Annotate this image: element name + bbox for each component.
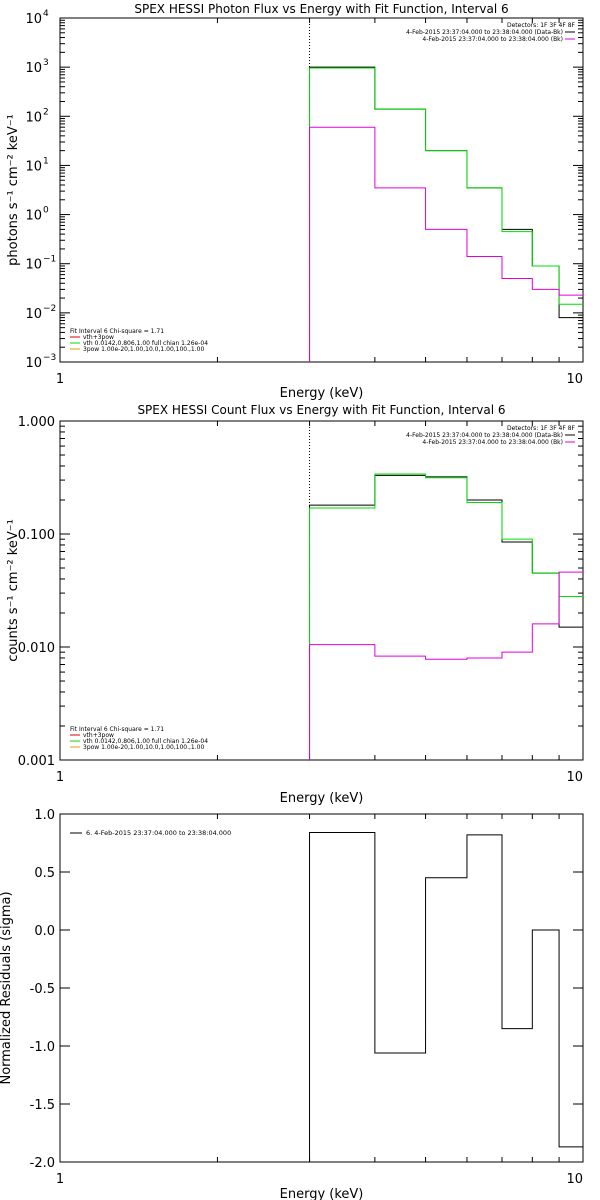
y-tick-exponent: −1 bbox=[43, 255, 56, 265]
y-tick-label: 0.0 bbox=[34, 924, 55, 939]
y-tick-exponent: −3 bbox=[43, 353, 56, 363]
legend-top: Detectors: 1F 3F 4F 8F4-Feb-2015 23:37:0… bbox=[406, 22, 575, 43]
legend-entry: 6. 4-Feb-2015 23:37:04.000 to 23:38:04.0… bbox=[86, 829, 231, 837]
y-tick-label: -0.5 bbox=[30, 982, 55, 997]
legend-header: Detectors: 1F 3F 4F 8F bbox=[507, 425, 576, 432]
x-axis-label: Energy (keV) bbox=[280, 791, 364, 806]
y-tick-base: 10 bbox=[25, 258, 42, 273]
y-tick-base: 10 bbox=[25, 209, 42, 224]
x-tick-label: 1 bbox=[56, 770, 64, 785]
legend-entry: vth 0.0142,0.806,1.00 full chian 1.26e-0… bbox=[83, 738, 208, 745]
y-tick-exponent: 3 bbox=[43, 58, 49, 68]
series-line-component bbox=[309, 126, 583, 362]
x-tick-label: 1 bbox=[56, 1172, 64, 1187]
y-tick-exponent: 0 bbox=[43, 206, 49, 216]
y-tick-label: 10 bbox=[25, 209, 42, 224]
series-data bbox=[309, 66, 583, 362]
y-tick-base: 10 bbox=[25, 356, 42, 371]
y-tick-label: 10 bbox=[25, 61, 42, 76]
y-axis-label: Normalized Residuals (sigma) bbox=[0, 891, 14, 1084]
plot-frame bbox=[59, 813, 584, 1163]
series-component bbox=[309, 126, 583, 362]
legend-entry: vth+3pow bbox=[83, 334, 114, 341]
y-tick-label: -1.5 bbox=[30, 1098, 55, 1113]
y-tick-label: 10 bbox=[25, 110, 42, 125]
y-axis-label: photons s⁻¹ cm⁻² keV⁻¹ bbox=[6, 114, 21, 266]
legend-entry: vth+3pow bbox=[83, 732, 114, 739]
y-tick-label: 0.100 bbox=[18, 528, 55, 543]
x-tick-label: 10 bbox=[566, 372, 583, 387]
series-fit bbox=[309, 473, 583, 760]
y-tick-exponent: 1 bbox=[43, 156, 49, 166]
y-tick-label: 10 bbox=[25, 12, 42, 27]
y-tick-exponent: 2 bbox=[43, 107, 49, 117]
series-line-fit bbox=[309, 67, 583, 362]
chart-title: SPEX HESSI Photon Flux vs Energy with Fi… bbox=[134, 2, 508, 16]
y-tick-label: -1.0 bbox=[30, 1040, 55, 1055]
y-tick-base: 10 bbox=[25, 12, 42, 27]
y-tick-label: 1.0 bbox=[34, 808, 55, 823]
y-tick-label: 10 bbox=[25, 356, 42, 371]
series-line-data bbox=[309, 474, 583, 760]
legend-bottom: Fit Interval 6 Chi-square = 1.71vth+3pow… bbox=[70, 328, 208, 353]
series-line-data bbox=[309, 66, 583, 362]
y-tick-label: 0.5 bbox=[34, 866, 55, 881]
x-tick-label: 1 bbox=[56, 372, 64, 387]
series-data bbox=[309, 474, 583, 760]
plot-frame bbox=[59, 420, 584, 761]
y-tick-label: 0.001 bbox=[18, 754, 55, 769]
x-tick-label: 10 bbox=[566, 1172, 583, 1187]
series-line-residuals bbox=[309, 832, 583, 1162]
y-tick-base: 10 bbox=[25, 159, 42, 174]
y-tick-label: 10 bbox=[25, 307, 42, 322]
legend-entry: 3pow 1.00e-20,1.00,10.0,1.00,100.,1.00 bbox=[83, 346, 204, 353]
legend-header: Fit Interval 6 Chi-square = 1.71 bbox=[70, 328, 164, 335]
legend-entry: 3pow 1.00e-20,1.00,10.0,1.00,100.,1.00 bbox=[83, 744, 204, 751]
series-line-fit bbox=[309, 473, 583, 760]
series-fit bbox=[309, 67, 583, 362]
legend-top: 6. 4-Feb-2015 23:37:04.000 to 23:38:04.0… bbox=[70, 829, 231, 837]
panel-3: 1 10 1.0 0.5 0.0 -0.5 -1.0 -1.5 -2.0 Energy (keV)… bbox=[0, 808, 584, 1200]
panel-1: SPEX HESSI Photon Flux vs Energy with Fi… bbox=[6, 2, 584, 401]
y-tick-exponent: −2 bbox=[43, 304, 56, 314]
y-tick-exponent: 4 bbox=[43, 9, 49, 19]
y-tick-base: 10 bbox=[25, 110, 42, 125]
legend-header: Detectors: 1F 3F 4F 8F bbox=[507, 22, 576, 29]
legend-entry: 4-Feb-2015 23:37:04.000 to 23:38:04.000 … bbox=[406, 29, 563, 36]
y-tick-label: 10 bbox=[25, 258, 42, 273]
x-tick-label: 10 bbox=[566, 770, 583, 785]
y-tick-label: 10 bbox=[25, 159, 42, 174]
x-axis-label: Energy (keV) bbox=[280, 1187, 364, 1200]
series-line-component bbox=[309, 571, 583, 760]
legend-entry: 4-Feb-2015 23:37:04.000 to 23:38:04.000 … bbox=[422, 439, 563, 446]
chart-title: SPEX HESSI Count Flux vs Energy with Fit… bbox=[137, 403, 505, 417]
y-tick-label: 0.010 bbox=[18, 641, 55, 656]
panel-2: SPEX HESSI Count Flux vs Energy with Fit… bbox=[6, 403, 584, 806]
y-axis-label: counts s⁻¹ cm⁻² keV⁻¹ bbox=[6, 519, 21, 662]
legend-entry: vth 0.0142,0.806,1.00 full chian 1.26e-0… bbox=[83, 340, 208, 347]
plot-frame bbox=[59, 17, 584, 363]
legend-bottom: Fit Interval 6 Chi-square = 1.71vth+3pow… bbox=[70, 726, 208, 751]
series-residuals bbox=[309, 832, 583, 1162]
y-tick-base: 10 bbox=[25, 307, 42, 322]
series-component bbox=[309, 571, 583, 760]
x-axis-label: Energy (keV) bbox=[280, 386, 364, 401]
y-tick-label: -2.0 bbox=[30, 1156, 55, 1171]
legend-entry: 4-Feb-2015 23:37:04.000 to 23:38:04.000 … bbox=[406, 432, 563, 439]
legend-top: Detectors: 1F 3F 4F 8F4-Feb-2015 23:37:0… bbox=[406, 425, 575, 446]
legend-entry: 4-Feb-2015 23:37:04.000 to 23:38:04.000 … bbox=[422, 36, 563, 43]
y-tick-label: 1.000 bbox=[18, 415, 55, 430]
legend-header: Fit Interval 6 Chi-square = 1.71 bbox=[70, 726, 164, 733]
y-tick-base: 10 bbox=[25, 61, 42, 76]
